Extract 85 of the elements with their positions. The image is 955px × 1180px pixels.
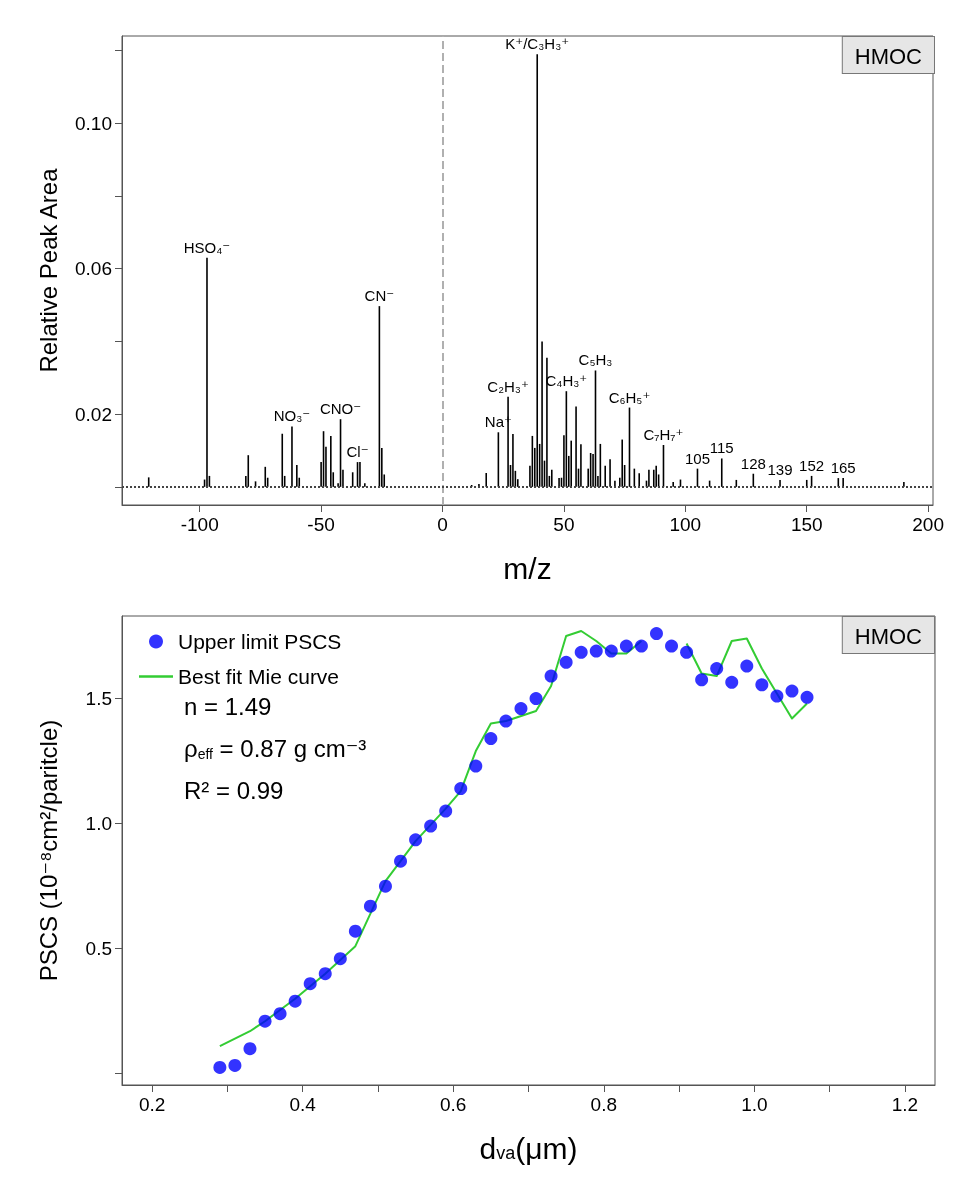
y-axis-title: Relative Peak Area	[34, 167, 62, 373]
point	[243, 1042, 257, 1056]
point	[258, 1014, 272, 1028]
annotation: R² = 0.99	[184, 776, 284, 804]
y-tick-label: 0.5	[85, 938, 112, 960]
x-tick-label: 50	[553, 514, 575, 535]
point	[394, 854, 408, 868]
x-tick-label: 0.2	[138, 1094, 166, 1115]
point	[680, 645, 694, 659]
y-tick-label: 1.0	[85, 813, 112, 835]
x-tick-label: 100	[669, 514, 702, 535]
point	[559, 655, 573, 669]
point	[619, 639, 633, 653]
point	[318, 967, 332, 981]
x-tick-label: 1.0	[741, 1094, 768, 1115]
legend-label: Upper limit PSCS	[178, 630, 342, 653]
x-tick-label: 0.6	[440, 1094, 467, 1115]
point	[409, 833, 423, 847]
annotation: NO₃⁻	[273, 407, 311, 425]
annotation: C₇H₇⁺	[643, 426, 684, 444]
point	[755, 678, 769, 692]
point	[665, 639, 679, 653]
y-tick-label: 0.06	[75, 258, 112, 280]
point	[514, 702, 528, 716]
point	[649, 627, 663, 641]
point	[454, 782, 468, 796]
annotation: CN⁻	[364, 287, 395, 305]
point	[770, 689, 784, 703]
point	[469, 759, 483, 773]
point	[634, 639, 648, 653]
point	[740, 659, 754, 673]
annotation: K⁺/C₃H₃⁺	[505, 35, 570, 53]
point	[228, 1058, 242, 1072]
legend-label: Best fit Mie curve	[178, 665, 340, 688]
annotation: HSO₄⁻	[183, 238, 231, 256]
x-tick-label: 1.2	[891, 1094, 919, 1115]
point	[439, 804, 453, 818]
point	[273, 1007, 287, 1021]
x-tick-label: 150	[790, 514, 823, 535]
point	[288, 994, 302, 1008]
point	[348, 924, 362, 938]
x-tick-label: 0.8	[590, 1094, 617, 1115]
point	[604, 644, 618, 658]
y-axis-title: PSCS (10⁻⁸cm²/paritcle)	[34, 719, 62, 982]
annotation: HMOC	[854, 43, 923, 69]
annotation: Cl⁻	[346, 443, 369, 461]
y-tick-label: 1.5	[85, 688, 112, 710]
point	[800, 690, 814, 704]
x-axis-title: m/z	[503, 551, 552, 585]
point	[363, 899, 377, 913]
annotation: HMOC	[854, 623, 923, 649]
point	[213, 1060, 227, 1074]
point	[589, 644, 603, 658]
x-tick-label: 0.4	[289, 1094, 317, 1115]
point	[484, 732, 498, 746]
x-tick-label: 200	[912, 514, 944, 535]
annotation: 105	[684, 449, 710, 467]
point	[378, 879, 392, 893]
y-tick-label: 0.02	[75, 403, 112, 425]
annotation: 165	[830, 459, 856, 477]
point	[333, 952, 347, 966]
x-tick-label: -50	[307, 514, 335, 535]
annotation: C₆H₅⁺	[608, 388, 651, 406]
point	[499, 714, 513, 728]
annotation: 139	[767, 460, 793, 478]
annotation: n = 1.49	[184, 692, 272, 720]
point	[424, 819, 438, 833]
annotation: 152	[799, 456, 825, 474]
annotation: 115	[709, 439, 734, 457]
x-tick-label: 0	[437, 514, 448, 535]
point	[574, 645, 588, 659]
annotation: C₂H₃⁺	[487, 377, 529, 395]
point	[725, 675, 739, 689]
annotation: C₅H₃	[578, 351, 613, 369]
y-tick-label: 0.10	[75, 112, 112, 134]
annotation: 128	[740, 454, 766, 472]
point	[710, 662, 724, 676]
point	[303, 977, 317, 991]
x-tick-label: -100	[180, 514, 219, 535]
point	[529, 692, 543, 706]
point	[695, 673, 709, 687]
x-axis-title: dva(μm)	[479, 1131, 578, 1165]
annotation: CNO⁻	[319, 400, 362, 418]
point	[785, 684, 799, 698]
point	[544, 669, 558, 683]
